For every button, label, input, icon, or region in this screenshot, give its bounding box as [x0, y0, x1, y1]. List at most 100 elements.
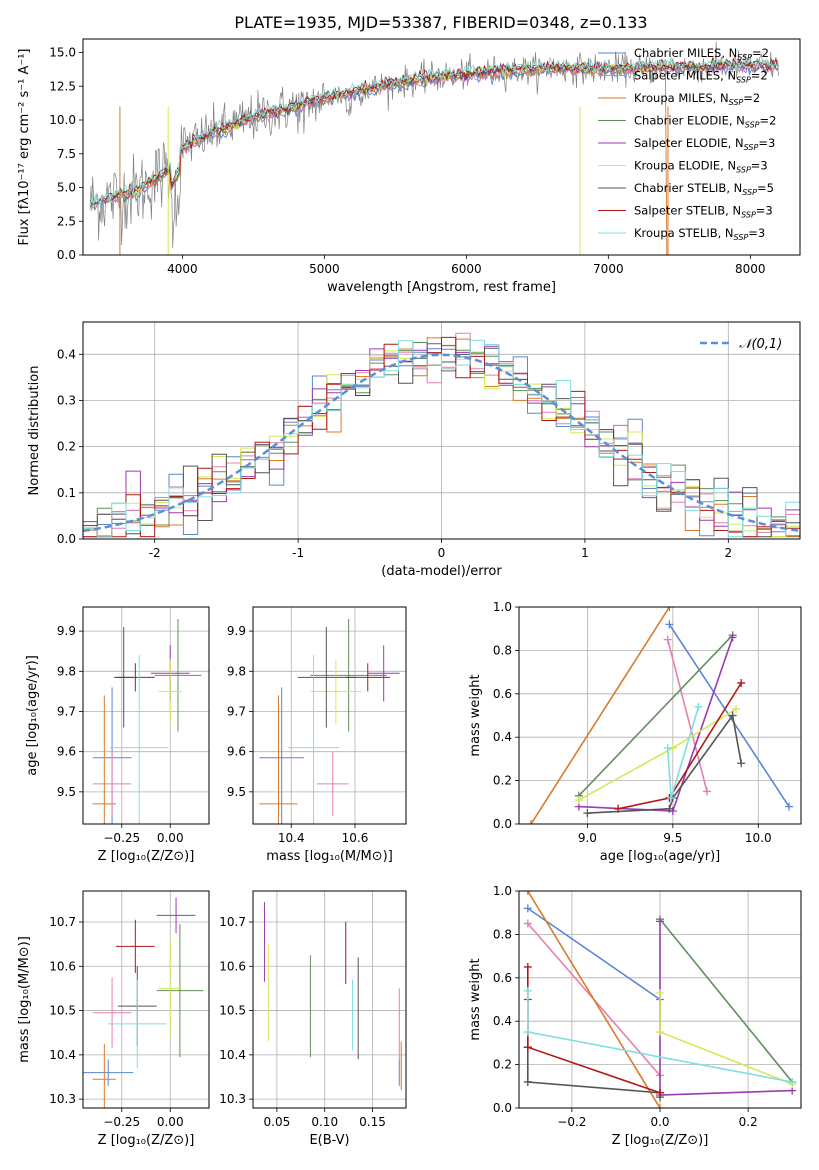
- mass_vs_EBV-ytick-label-0: 10.3: [219, 1092, 246, 1106]
- mass_weight_vs_age-marker-8-1: [667, 793, 676, 802]
- age_vs_mass-errorbar-8: [288, 655, 340, 824]
- age_vs_mass-ytick-label-0: 9.5: [227, 785, 246, 799]
- mass_weight_vs_Z-marker-2-0: [523, 891, 532, 895]
- mass_weight_vs_age-marker-2-0: [526, 820, 535, 824]
- age_vs_Z-errorbar-1: [92, 751, 132, 816]
- age_vs_Z-errorbar-8: [110, 655, 169, 824]
- mass_weight_vs_Z-panel: −0.2 0.0 0.2 0.0 0.2 0.4 0.6 0.8 1.0 Z [log₁₀(Z/Z…: [468, 884, 802, 1148]
- mass_vs_Z-errorbar-1: [92, 977, 132, 1049]
- spectrum-xlabel: wavelength [Angstrom, rest frame]: [327, 280, 556, 295]
- age_vs_mass-xlabel: mass [log₁₀(M/M⊙)]: [266, 849, 393, 864]
- mass_vs_EBV-xlabel: E(B-V): [309, 1133, 349, 1148]
- mass_vs_EBV-ytick-label-4: 10.7: [219, 915, 246, 929]
- spectrum-plot-area: [89, 41, 779, 255]
- age_vs_mass-errorbar-1: [316, 751, 349, 816]
- mass_weight_vs_Z-marker-8-2: [788, 1077, 797, 1086]
- residuals-ytick-label-0: 0.0: [57, 532, 76, 546]
- residuals-ytick-label-1: 0.1: [57, 486, 76, 500]
- residual-hist-kroupa-stelib: [83, 339, 800, 538]
- age_vs_Z-xtick-label-1: 0.00: [157, 831, 184, 845]
- mass_vs_EBV-ytick-label-3: 10.6: [219, 959, 246, 973]
- legend-entry-suffix-3: =2: [760, 114, 777, 128]
- mass_weight_vs_age-marker-6-4: [737, 759, 746, 768]
- normal-curve: [83, 353, 800, 533]
- mass_weight_vs_age-series-1: [666, 639, 708, 792]
- age_vs_mass-errorbar-4: [367, 645, 400, 702]
- mass_weight_vs_Z-marker-0-0: [523, 904, 532, 913]
- mass_weight_vs_Z-series-0: [527, 907, 661, 1001]
- spectrum-model-kroupa-stelib: [89, 56, 779, 207]
- mass_weight_vs_age-marker-8-0: [663, 744, 672, 753]
- mass_weight_vs_Z-xtick-label-0: −0.2: [557, 1115, 586, 1129]
- spectrum-ytick-label-2: 5.0: [57, 181, 76, 195]
- mass_weight_vs_age-marker-2-1: [665, 607, 674, 611]
- legend-entry-prefix-8: Kroupa STELIB, N: [634, 226, 734, 240]
- mass_weight_vs_Z-marker-6-2: [523, 1077, 532, 1086]
- age_vs_Z-frame: [82, 606, 210, 825]
- mass_weight_vs_Z-marker-7-2: [656, 1088, 664, 1097]
- spectrum-model-chabrier-stelib: [89, 59, 779, 206]
- age_vs_Z-errorbar-3: [154, 619, 202, 732]
- mass_vs_Z-errorbar-4: [156, 897, 196, 934]
- legend-entry-sub-7: SSP: [741, 211, 756, 220]
- mass_vs_Z-panel: −0.25 0.00 10.3 10.4 10.5 10.6 10.7 Z [log₁₀(Z/…: [17, 890, 210, 1148]
- spectrum-ytick-label-0: 0.0: [57, 248, 76, 262]
- age_vs_mass-xtick-label-1: 10.6: [342, 831, 369, 845]
- legend-entry-sub-2: SSP: [729, 98, 744, 107]
- legend-entry-sub-3: SSP: [745, 121, 760, 130]
- age_vs_mass-errorbar-7: [345, 663, 391, 692]
- mass_weight_vs_Z-marker-7-1: [523, 1043, 532, 1052]
- age_vs_Z-plot-area: [92, 619, 202, 824]
- mass_vs_Z-ylabel: mass [log₁₀(M/M⊙)]: [17, 936, 32, 1063]
- mass_weight_vs_age-xtick-label-2: 10.0: [745, 831, 772, 845]
- residuals-xtick-label-3: 1: [581, 546, 589, 560]
- mass_vs_Z-frame: [82, 890, 210, 1109]
- mass_vs_Z-ytick-label-4: 10.7: [49, 915, 76, 929]
- legend-entry-8: Kroupa STELIB, NSSP=3: [634, 226, 765, 242]
- mass_weight_vs_age-plot-area: [526, 607, 794, 824]
- mass_weight_vs_age-marker-7-0: [614, 804, 623, 813]
- spectrum-ytick-label-6: 15.0: [49, 46, 76, 60]
- mass_vs_EBV-frame: [252, 890, 407, 1109]
- residuals-ytick-label-3: 0.3: [57, 393, 76, 407]
- mass_vs_Z-errorbar-2: [92, 1043, 116, 1108]
- residuals-xtick-label-0: -2: [149, 546, 161, 560]
- spectrum-xtick-label-4: 8000: [735, 262, 766, 276]
- mass_weight_vs_Z-marker-5-0: [656, 988, 664, 997]
- age_vs_mass-xtick-label-0: 10.4: [278, 831, 305, 845]
- spectrum-ylabel: Flux [fλ10⁻¹⁷ erg cm⁻² s⁻¹ A⁻¹]: [17, 49, 32, 246]
- mass_weight_vs_age-ytick-label-0: 0.0: [493, 817, 512, 831]
- legend-entry-prefix-4: Salpeter ELODIE, N: [634, 136, 744, 150]
- mass_weight_vs_age-marker-1-1: [703, 787, 711, 796]
- mass_weight_vs_Z-series-6: [527, 999, 661, 1098]
- spectrum-ytick-label-4: 10.0: [49, 113, 76, 127]
- age_vs_Z-ytick-label-4: 9.9: [57, 624, 76, 638]
- mass_vs_EBV-ytick-label-2: 10.5: [219, 1004, 246, 1018]
- residuals-xtick-label-2: 0: [438, 546, 446, 560]
- mass_weight_vs_age-series-5: [578, 708, 737, 801]
- mass_weight_vs_Z-ytick-label-4: 0.8: [493, 927, 512, 941]
- age_vs_Z-ytick-label-0: 9.5: [57, 785, 76, 799]
- mass_vs_Z-ytick-label-1: 10.4: [49, 1048, 76, 1062]
- age_vs_mass-ytick-label-4: 9.9: [227, 624, 246, 638]
- legend-entry-2: Kroupa MILES, NSSP=2: [634, 91, 760, 107]
- legend-entry-prefix-0: Chabrier MILES, N: [634, 46, 737, 60]
- spectrum-xtick-label-1: 5000: [309, 262, 340, 276]
- mass_weight_vs_age-panel: 9.0 9.5 10.0 0.0 0.2 0.4 0.6 0.8 1.0 age [log₁₀(a…: [468, 600, 802, 864]
- legend-entry-prefix-7: Salpeter STELIB, N: [634, 204, 741, 218]
- legend-entry-4: Salpeter ELODIE, NSSP=3: [634, 136, 775, 152]
- age_vs_mass-ytick-label-1: 9.6: [227, 745, 246, 759]
- residual-hist-salpeter-miles: [83, 332, 800, 538]
- residuals-xlabel: (data-model)/error: [381, 564, 502, 579]
- mass_weight_vs_age-ytick-label-1: 0.2: [493, 774, 512, 788]
- mass_weight_vs_age-xlabel: age [log₁₀(age/yr)]: [600, 849, 721, 864]
- mass_vs_Z-errorbar-3: [156, 924, 204, 1058]
- mass_weight_vs_age-series-2: [530, 607, 671, 824]
- mass_weight_vs_Z-ytick-label-1: 0.2: [493, 1058, 512, 1072]
- mass_weight_vs_Z-xtick-label-1: 0.0: [650, 1115, 669, 1129]
- age_vs_mass-errorbar-3: [310, 619, 387, 732]
- mass_weight_vs_age-marker-5-0: [574, 796, 583, 805]
- age_vs_mass-errorbar-5: [310, 659, 362, 724]
- mass_weight_vs_Z-ylabel: mass weight: [468, 958, 483, 1040]
